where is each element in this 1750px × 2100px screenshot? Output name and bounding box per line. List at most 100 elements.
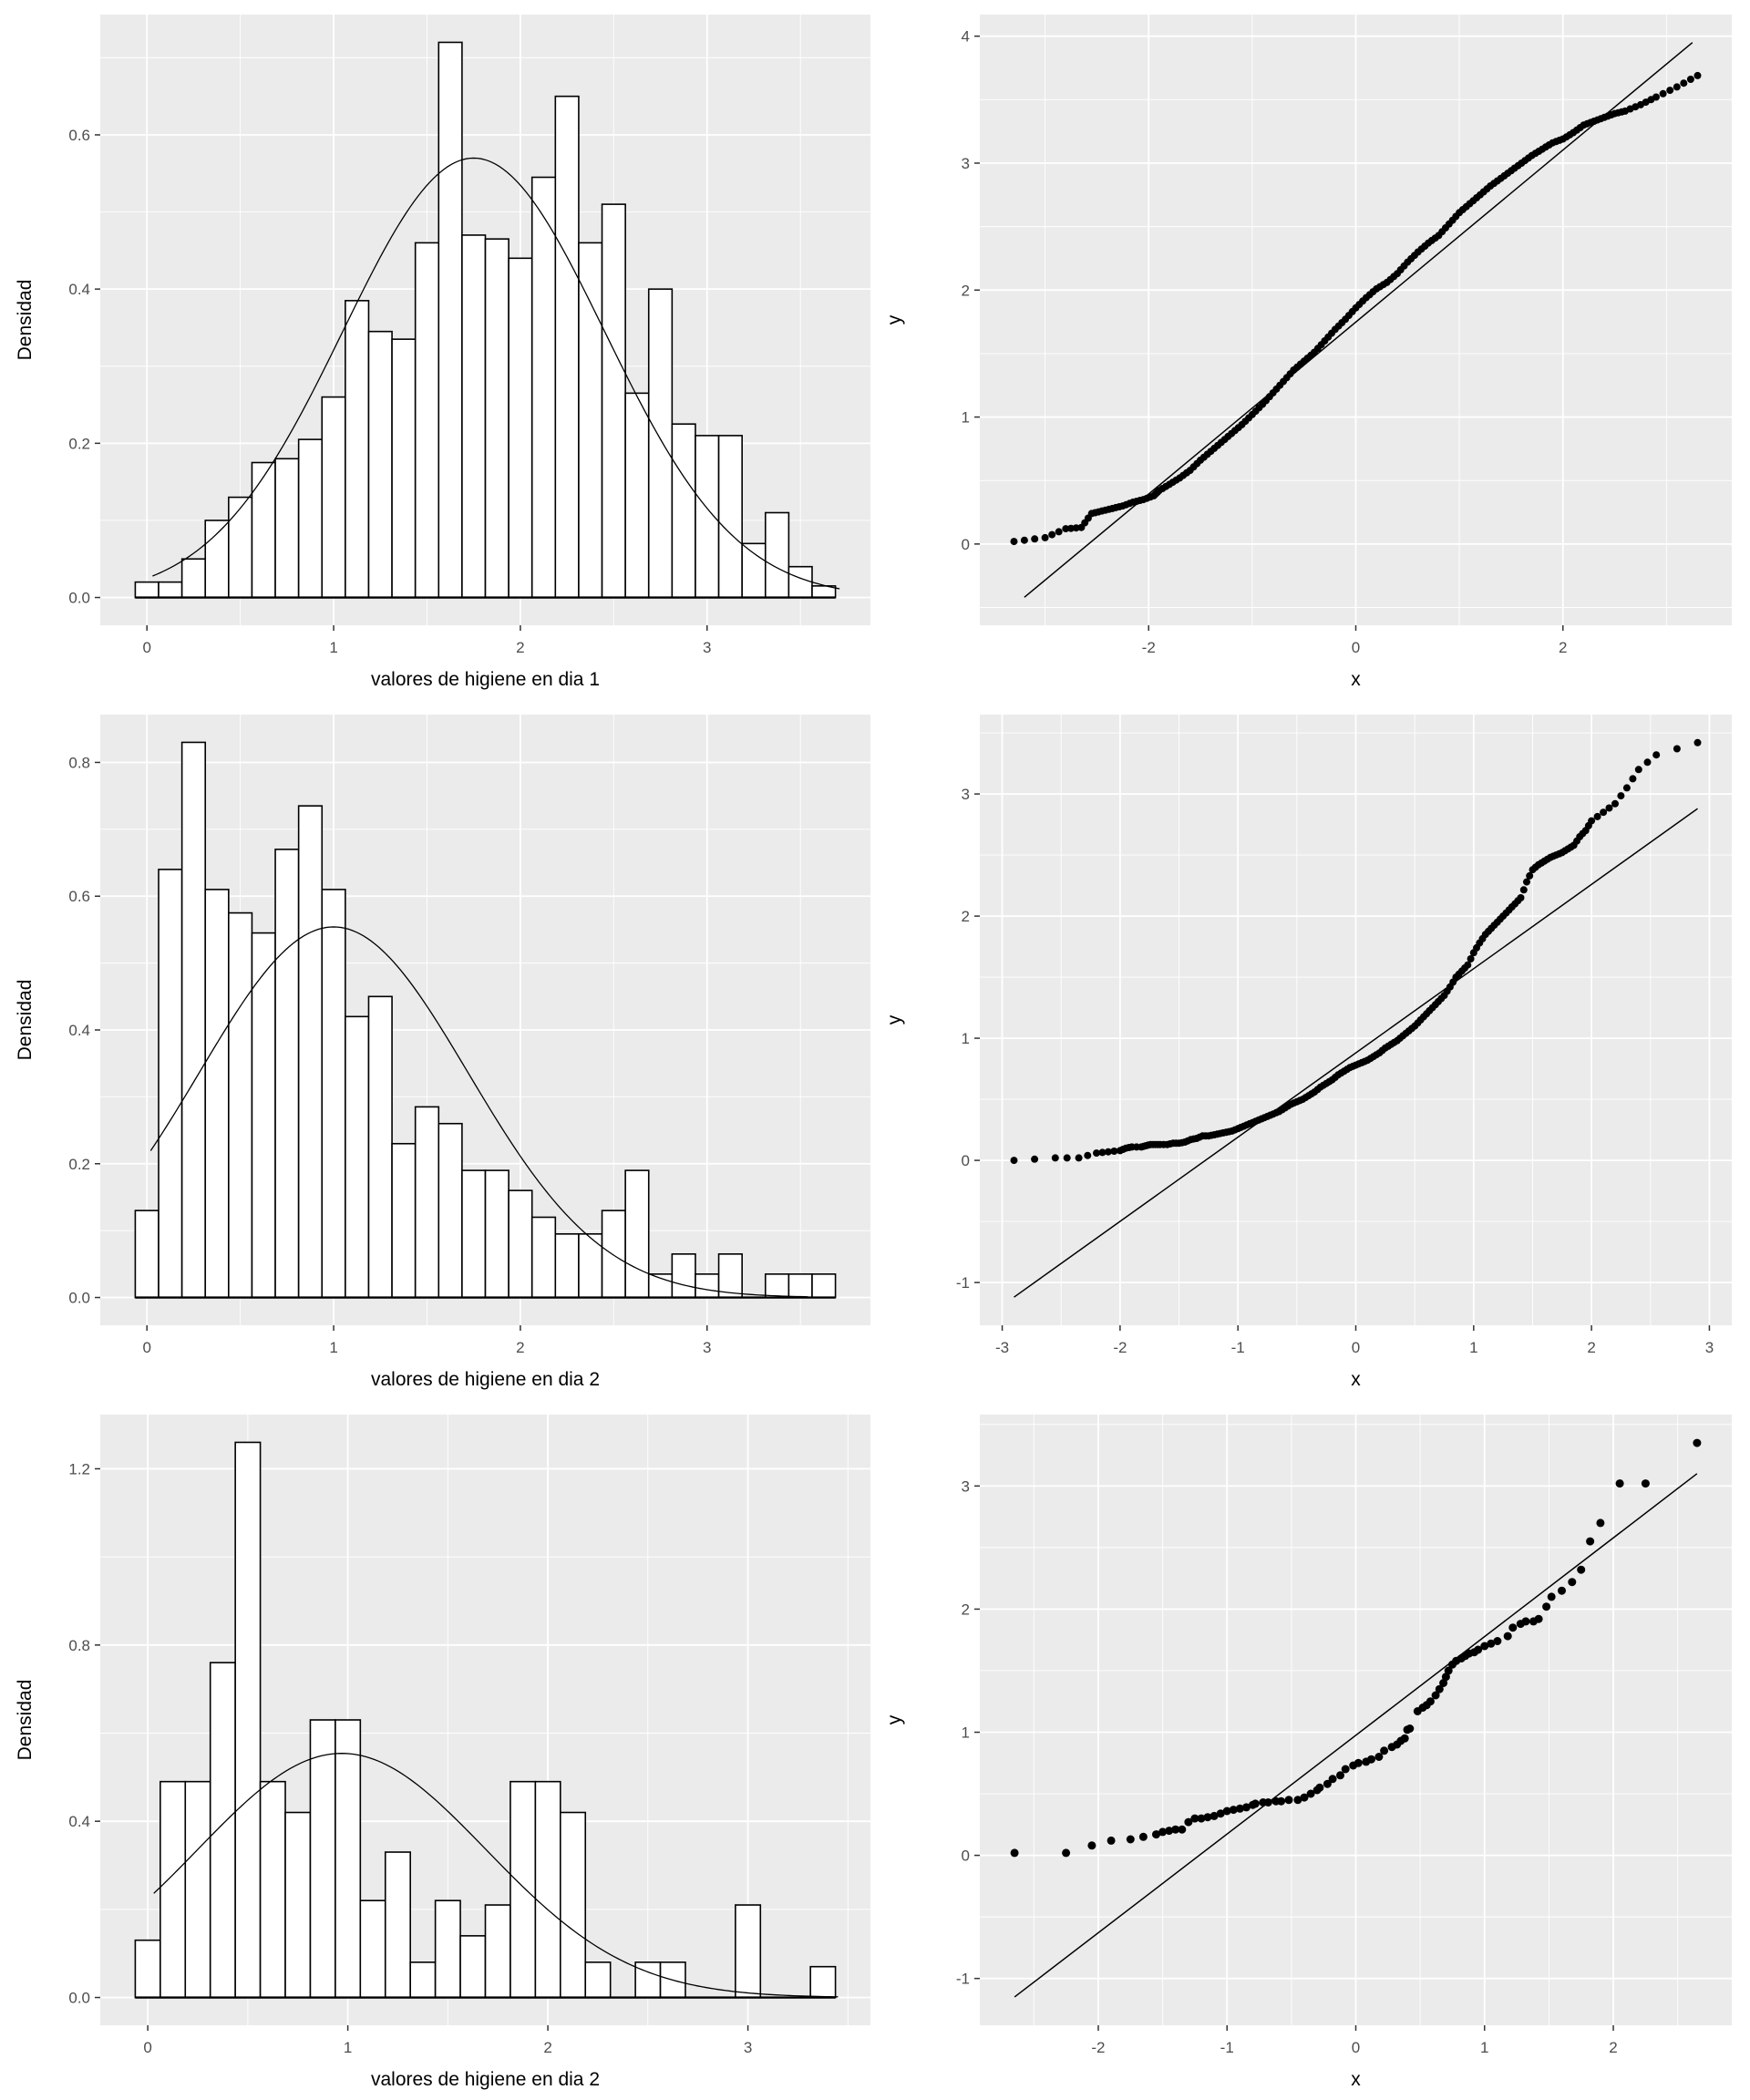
data-point [1210, 1811, 1219, 1820]
bar [584, 1961, 612, 1999]
density-curve [153, 1753, 839, 1998]
data-point [1605, 804, 1613, 812]
data-point [1010, 538, 1018, 546]
data-point [1568, 1578, 1577, 1587]
y-tick-label: 0 [962, 536, 970, 553]
data-point [1229, 1806, 1238, 1815]
data-point [1693, 1438, 1702, 1447]
x-tick-label: 3 [1705, 1339, 1714, 1356]
bar [134, 581, 160, 599]
data-point [1354, 1758, 1363, 1767]
y-tick-label: 0 [962, 1848, 970, 1865]
data-point [1328, 1775, 1337, 1784]
data-point [1617, 792, 1625, 800]
y-tick-label: 3 [962, 155, 970, 172]
bar [484, 1904, 511, 1999]
data-point [1622, 784, 1631, 792]
cell-histogram-dia-1: 0 1 2 3 0.0 0.2 0.4 0.6 valores de higiene en di… [0, 0, 875, 700]
bar [345, 1015, 370, 1299]
data-point [1235, 1804, 1244, 1813]
y-tick-label: -1 [956, 1274, 970, 1292]
qq-plot-1-chart: -2 0 2 0 1 2 3 4 x y [884, 15, 1732, 690]
data-point [1098, 1148, 1107, 1157]
data-point [1110, 1148, 1118, 1155]
bar [234, 1441, 262, 1999]
bar [228, 911, 253, 1299]
y-axis-title: y [884, 1714, 905, 1724]
axes: 0 1 2 3 0.0 0.4 0.8 1.2 valores de higiene en di… [15, 1460, 752, 2090]
x-tick-label: 2 [1587, 1339, 1595, 1356]
data-point [1341, 1765, 1350, 1774]
bar [184, 1780, 211, 1999]
y-tick-label: 1 [962, 409, 970, 427]
data-point [1300, 1793, 1309, 1802]
data-point [1400, 1734, 1409, 1743]
data-point [1431, 1691, 1440, 1700]
y-tick-label: 0.0 [68, 590, 90, 607]
y-tick-label: 0.2 [68, 1156, 90, 1173]
data-point [1426, 1697, 1435, 1706]
y-tick-label: 0 [962, 1152, 970, 1169]
data-point [1615, 1479, 1624, 1488]
bar [624, 1169, 650, 1299]
data-point [1152, 1830, 1160, 1839]
x-axis-title: valores de higiene en dia 1 [371, 669, 600, 690]
bar [624, 392, 650, 599]
bar [764, 511, 790, 599]
data-point [1010, 1848, 1019, 1858]
x-tick-label: 2 [1609, 2039, 1617, 2056]
bar [788, 565, 813, 599]
data-point [1487, 1639, 1496, 1648]
bar [764, 1273, 790, 1299]
grid-major [980, 715, 1732, 1325]
y-axis-title: y [884, 1014, 905, 1024]
cell-qq-plot-1: -2 0 2 0 1 2 3 4 x y [875, 0, 1750, 700]
x-tick-label: 3 [703, 639, 711, 656]
x-tick-label: 1 [344, 2039, 352, 2056]
y-tick-label: 2 [962, 908, 970, 925]
data-point [1062, 1848, 1071, 1858]
data-point [1126, 1835, 1135, 1844]
bar [284, 1811, 312, 1999]
data-point [1508, 1623, 1518, 1632]
histogram-bars [134, 741, 837, 1299]
bar [414, 1106, 440, 1299]
x-tick-label: -2 [1142, 639, 1156, 656]
bar [717, 435, 743, 599]
x-tick-label: -2 [1113, 1339, 1127, 1356]
bar [741, 542, 767, 599]
bar [647, 288, 674, 599]
data-point [1104, 1148, 1112, 1156]
y-tick-label: 0.4 [68, 1813, 90, 1830]
bar [391, 1142, 417, 1299]
x-tick-label: 2 [516, 639, 524, 656]
x-tick-label: 2 [516, 1339, 524, 1356]
qq-plot-2-chart: -3 -2 -1 0 1 2 3 -1 0 1 2 3 x y [884, 715, 1732, 1390]
x-tick-label: 0 [142, 639, 150, 656]
bar [160, 1780, 187, 1999]
x-tick-label: -2 [1091, 2039, 1105, 2056]
bar [321, 396, 346, 599]
y-axis-title: Densidad [15, 1680, 36, 1761]
bar [484, 238, 510, 599]
cell-qq-plot-3: -2 -1 0 1 2 -1 0 1 2 3 x y [875, 1400, 1750, 2100]
data-point [1542, 1602, 1551, 1611]
bar [601, 203, 626, 599]
data-point [1158, 1827, 1168, 1837]
x-axis-title: x [1351, 669, 1361, 690]
x-axis-title: valores de higiene en dia 2 [371, 1369, 600, 1390]
histogram-bars [134, 41, 837, 599]
y-tick-label: 0.8 [68, 754, 90, 771]
data-point [1277, 1796, 1286, 1806]
bar [438, 1122, 463, 1299]
data-point [1596, 1518, 1605, 1528]
bar [259, 1780, 286, 1999]
density-curve [152, 157, 840, 590]
bar [554, 1233, 580, 1299]
axes: -2 -1 0 1 2 -1 0 1 2 3 x y [884, 1477, 1618, 2090]
bar [459, 1935, 487, 1999]
cell-qq-plot-2: -3 -2 -1 0 1 2 3 -1 0 1 2 3 x y [875, 700, 1750, 1400]
data-point [1547, 1592, 1556, 1601]
data-point [1464, 961, 1472, 969]
bar [274, 458, 300, 599]
